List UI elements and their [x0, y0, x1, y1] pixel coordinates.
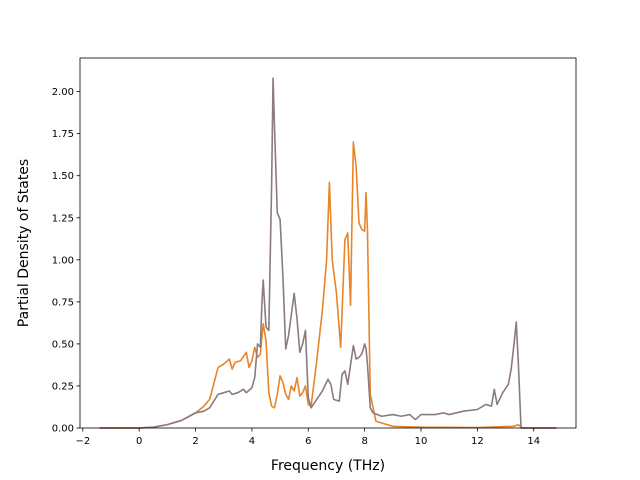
- x-tick-label: −2: [75, 436, 90, 447]
- y-tick-label: 1.75: [52, 129, 74, 140]
- y-axis-label: Partial Density of States: [16, 159, 32, 327]
- x-tick-label: 6: [305, 436, 311, 447]
- y-tick-label: 1.00: [52, 255, 74, 266]
- x-axis-label: Frequency (THz): [271, 458, 385, 474]
- y-tick-label: 1.50: [52, 171, 74, 182]
- y-tick-label: 1.25: [52, 213, 74, 224]
- y-axis: 0.00 0.25 0.50 0.75 1.00 1.25 1.50 1.75 2.00: [52, 87, 80, 435]
- x-tick-label: 2: [192, 436, 198, 447]
- y-tick-label: 0.00: [52, 424, 74, 435]
- x-tick-label: 10: [415, 436, 428, 447]
- x-tick-label: 12: [471, 436, 484, 447]
- x-tick-label: 0: [136, 436, 142, 447]
- y-tick-label: 0.75: [52, 297, 74, 308]
- x-tick-label: 4: [249, 436, 255, 447]
- y-tick-label: 0.25: [52, 381, 74, 392]
- series-line-2: [99, 77, 557, 429]
- series-layer: [99, 77, 557, 429]
- x-tick-label: 14: [527, 436, 540, 447]
- series-line-1: [99, 141, 557, 429]
- x-axis: −2 0 2 4 6 8 10 12 14: [75, 428, 540, 447]
- y-tick-label: 2.00: [52, 87, 74, 98]
- x-tick-label: 8: [361, 436, 367, 447]
- y-tick-label: 0.50: [52, 339, 74, 350]
- plot-frame: [79, 57, 577, 429]
